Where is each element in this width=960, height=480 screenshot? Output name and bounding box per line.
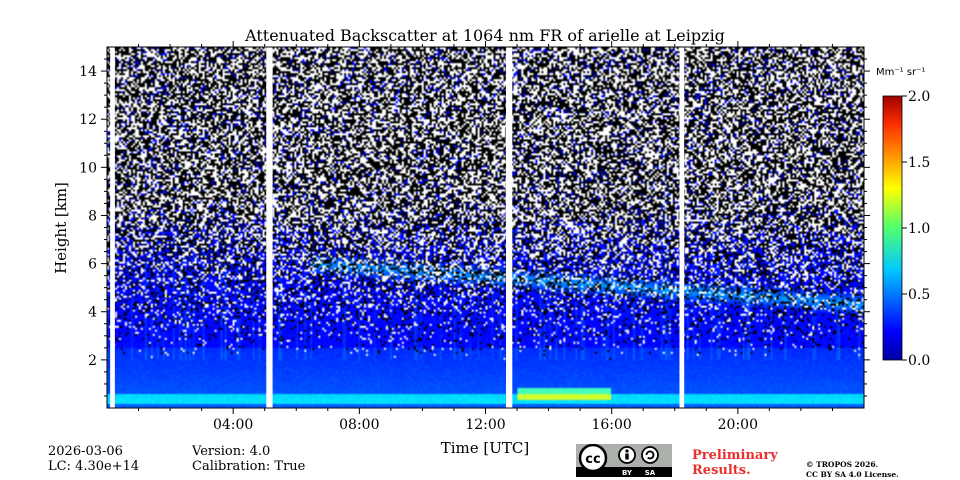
y-tick-label: 8 (88, 208, 97, 224)
colorbar-tick-label: 2.0 (908, 89, 930, 105)
x-tick-label: 20:00 (718, 417, 758, 433)
colorbar-tick-label: 0.0 (908, 353, 930, 369)
colorbar-ticks: 0.0 0.5 1.0 1.5 2.0 (902, 89, 930, 369)
colorbar-scale (882, 95, 903, 361)
y-tick-label: 4 (88, 305, 97, 321)
preliminary-line2: Results. (692, 463, 751, 478)
by-label: BY (622, 469, 633, 477)
y-tick-label: 6 (88, 257, 97, 273)
chart-title: Attenuated Backscatter at 1064 nm FR of … (244, 26, 725, 45)
plot-area (106, 46, 865, 409)
colorbar-unit: Mm⁻¹ sr⁻¹ (876, 67, 925, 78)
meta-version: Version: 4.0 (192, 444, 271, 459)
backscatter-heatmap (107, 47, 864, 408)
preliminary-notice: Preliminary Results. (692, 448, 778, 478)
colorbar: Mm⁻¹ sr⁻¹ 0.0 0.5 1.0 1.5 2.0 (876, 67, 930, 369)
y-tick-label: 10 (79, 160, 97, 176)
data-gap-1 (110, 47, 115, 408)
copyright-line2: CC BY SA 4.0 License. (806, 470, 899, 479)
cc-text: cc (585, 452, 600, 467)
preliminary-line1: Preliminary (692, 448, 778, 463)
cc-icon (578, 444, 608, 473)
x-tick-label: 08:00 (339, 417, 379, 433)
data-gap-3 (506, 47, 513, 408)
y-tick-label: 12 (79, 112, 97, 128)
x-tick-label: 04:00 (213, 417, 253, 433)
meta-lc: LC: 4.30e+14 (48, 459, 140, 474)
y-axis: 2 4 6 8 10 12 14 (79, 58, 870, 397)
data-gaps (110, 47, 685, 408)
y-axis-label: Height [km] (52, 182, 70, 274)
y-tick-label: 14 (79, 64, 97, 80)
x-axis-label: Time [UTC] (441, 439, 530, 457)
colorbar-tick-label: 0.5 (908, 287, 930, 303)
colorbar-tick-label: 1.5 (908, 155, 930, 171)
sa-label: SA (645, 469, 656, 477)
x-axis: 04:00 08:00 12:00 16:00 20:00 (138, 41, 833, 433)
meta-right: Version: 4.0 Calibration: True (192, 444, 305, 474)
data-gap-2 (266, 47, 273, 408)
x-tick-label: 16:00 (591, 417, 631, 433)
data-gap-4 (679, 47, 685, 408)
meta-calibration: Calibration: True (192, 459, 306, 474)
y-tick-label: 2 (88, 353, 97, 369)
copyright-line1: © TROPOS 2026. (806, 460, 879, 469)
meta-left: 2026-03-06 LC: 4.30e+14 (48, 444, 139, 474)
meta-date: 2026-03-06 (48, 444, 123, 459)
colorbar-tick-label: 1.0 (908, 221, 930, 237)
copyright-notice: © TROPOS 2026. CC BY SA 4.0 License. (806, 460, 899, 480)
x-tick-label: 12:00 (465, 417, 505, 433)
sa-icon (641, 446, 659, 464)
cc-by-sa-badge: cc BY SA (576, 444, 672, 477)
